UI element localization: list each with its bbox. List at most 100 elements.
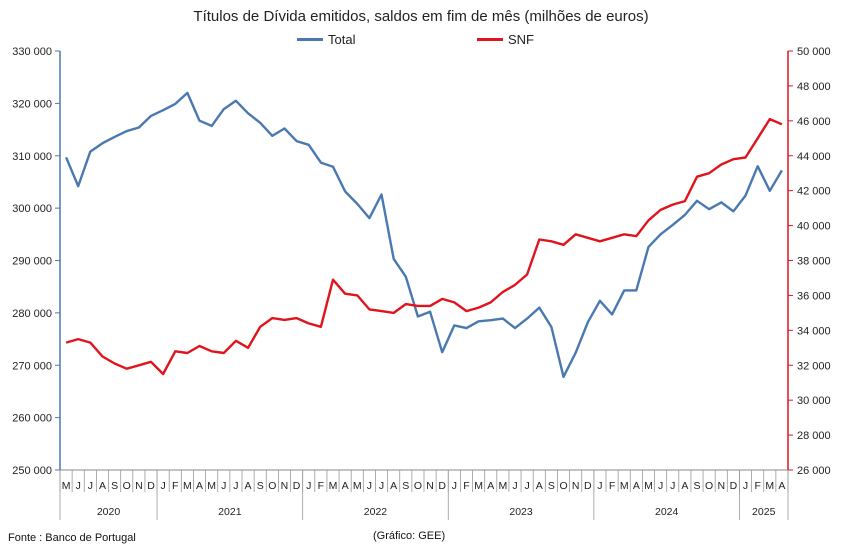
x-month-label: A [487, 480, 494, 492]
x-month-label: J [306, 480, 311, 492]
x-year-label: 2024 [655, 506, 679, 518]
x-month-label: J [452, 480, 457, 492]
x-month-label: J [221, 480, 226, 492]
x-month-label: S [548, 480, 555, 492]
x-month-label: J [379, 480, 384, 492]
y-right-tick-label: 44 000 [797, 151, 831, 163]
x-month-label: F [609, 480, 615, 492]
x-month-label: J [512, 480, 517, 492]
x-year-label: 2023 [509, 506, 533, 518]
x-month-label: N [426, 480, 434, 492]
x-month-label: N [281, 480, 289, 492]
legend-swatch-snf [477, 38, 503, 41]
x-month-label: D [147, 480, 155, 492]
legend-item-snf: SNF [477, 32, 534, 47]
x-month-label: M [474, 480, 483, 492]
x-month-label: J [670, 480, 675, 492]
y-right-tick-label: 32 000 [797, 360, 831, 372]
x-month-label: S [111, 480, 118, 492]
x-month-label: J [88, 480, 93, 492]
x-year-label: 2021 [218, 506, 242, 518]
x-month-label: M [62, 480, 71, 492]
y-right-tick-label: 28 000 [797, 430, 831, 442]
x-month-label: D [584, 480, 592, 492]
x-month-label: M [644, 480, 653, 492]
x-month-label: J [525, 480, 530, 492]
x-month-label: M [498, 480, 507, 492]
source-note: Fonte : Banco de Portugal [8, 532, 136, 544]
x-month-label: J [743, 480, 748, 492]
x-month-label: M [620, 480, 629, 492]
x-month-label: O [123, 480, 131, 492]
x-month-label: S [693, 480, 700, 492]
chart-title: Títulos de Dívida emitidos, saldos em fi… [193, 8, 649, 25]
x-month-label: N [717, 480, 725, 492]
x-year-label: 2020 [97, 506, 121, 518]
y-left-tick-label: 260 000 [12, 413, 52, 425]
x-month-label: D [438, 480, 446, 492]
x-month-label: M [207, 480, 216, 492]
y-right-tick-label: 36 000 [797, 290, 831, 302]
x-month-label: F [754, 480, 760, 492]
x-year-label: 2025 [752, 506, 776, 518]
x-month-label: D [293, 480, 301, 492]
x-month-label: M [183, 480, 192, 492]
y-left-tick-label: 330 000 [12, 46, 52, 58]
x-month-label: A [633, 480, 640, 492]
x-month-label: J [658, 480, 663, 492]
x-month-label: A [342, 480, 349, 492]
legend-label-total: Total [328, 32, 356, 47]
y-right-tick-label: 34 000 [797, 325, 831, 337]
x-month-label: A [778, 480, 785, 492]
x-month-label: S [402, 480, 409, 492]
x-month-label: O [559, 480, 567, 492]
legend-label-snf: SNF [508, 32, 534, 47]
x-month-label: A [245, 480, 252, 492]
y-right-tick-label: 40 000 [797, 221, 831, 233]
x-month-label: O [705, 480, 713, 492]
y-right-tick-label: 48 000 [797, 81, 831, 93]
y-right-tick-label: 38 000 [797, 256, 831, 268]
x-month-label: J [597, 480, 602, 492]
y-left-tick-label: 250 000 [12, 465, 52, 477]
x-month-label: J [161, 480, 166, 492]
y-right-tick-label: 46 000 [797, 116, 831, 128]
y-left-tick-label: 310 000 [12, 151, 52, 163]
y-right-tick-label: 50 000 [797, 46, 831, 58]
x-month-label: A [536, 480, 543, 492]
x-month-label: D [730, 480, 738, 492]
credit-note: (Gráfico: GEE) [373, 530, 446, 542]
y-right-tick-label: 42 000 [797, 186, 831, 198]
x-month-label: A [196, 480, 203, 492]
legend-swatch-total [297, 38, 323, 41]
y-left-tick-label: 300 000 [12, 203, 52, 215]
x-month-label: A [681, 480, 688, 492]
legend-item-total: Total [297, 32, 355, 47]
x-month-label: O [414, 480, 422, 492]
y-right-tick-label: 26 000 [797, 465, 831, 477]
x-month-label: N [135, 480, 143, 492]
x-month-label: A [390, 480, 397, 492]
series-line-total [64, 91, 783, 378]
y-left-tick-label: 270 000 [12, 360, 52, 372]
x-year-label: 2022 [364, 506, 388, 518]
x-month-label: J [367, 480, 372, 492]
x-month-label: A [99, 480, 106, 492]
x-month-label: M [353, 480, 362, 492]
x-month-label: J [76, 480, 81, 492]
x-month-label: M [329, 480, 338, 492]
y-left-tick-label: 280 000 [12, 308, 52, 320]
y-left-tick-label: 320 000 [12, 98, 52, 110]
x-month-label: F [463, 480, 469, 492]
x-month-label: J [233, 480, 238, 492]
y-right-tick-label: 30 000 [797, 395, 831, 407]
x-month-label: O [268, 480, 276, 492]
x-month-label: S [257, 480, 264, 492]
series-line-snf [65, 117, 783, 376]
x-month-label: F [318, 480, 324, 492]
y-left-tick-label: 290 000 [12, 256, 52, 268]
x-month-label: N [572, 480, 580, 492]
x-month-label: F [172, 480, 178, 492]
x-month-label: M [765, 480, 774, 492]
